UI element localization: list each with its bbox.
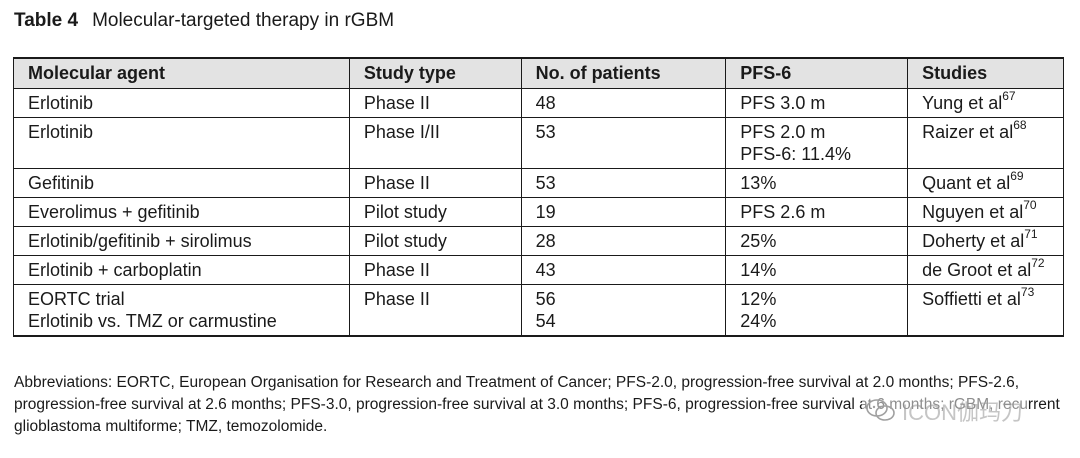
cell-patients: 53 [520,117,727,169]
cell-molecular-agent-line: Erlotinib + carboplatin [28,260,202,280]
cell-patients-line: 43 [535,260,556,280]
study-author: Nguyen et al [922,202,1024,222]
study-author: Soffietti et al [922,289,1021,309]
study-author: Quant et al [922,173,1011,193]
header-studies: Studies [907,58,1064,89]
table-row: Erlotinib/gefitinib + sirolimus Pilot stu… [13,226,1064,256]
table-row: EORTC trial Erlotinib vs. TMZ or carmusti… [13,284,1064,336]
cell-pfs6-line: 12% [740,289,777,309]
watermark: ICON伽玛刀 [862,396,1028,426]
cell-molecular-agent: Erlotinib/gefitinib + sirolimus [13,226,350,256]
cell-studies: Yung et al67 [907,88,1064,118]
header-pfs6: PFS-6 [725,58,909,89]
cell-molecular-agent: Erlotinib + carboplatin [13,255,350,285]
cell-pfs6: 14% [725,255,909,285]
cell-pfs6: PFS 2.0 m PFS-6: 11.4% [725,117,909,169]
cell-pfs6-line: 25% [740,231,777,251]
cell-molecular-agent: Erlotinib [13,88,350,118]
cell-pfs6-line: 13% [740,173,777,193]
cell-pfs6-line: PFS 3.0 m [740,93,826,113]
cell-patients: 48 [520,88,727,118]
table-title: Molecular-targeted therapy in rGBM [92,10,395,31]
cell-study-type: Phase II [348,284,522,336]
wechat-icon [866,399,895,421]
abbreviations-footnote: Abbreviations: EORTC, European Organisat… [14,374,1060,435]
cell-studies: Quant et al69 [907,168,1064,198]
reference-number: 73 [1020,285,1035,299]
cell-molecular-agent-line: EORTC trial [28,289,125,309]
cell-pfs6-line: PFS 2.6 m [740,202,826,222]
cell-study-type: Pilot study [348,226,522,256]
study-author: Doherty et al [922,231,1025,251]
reference-number: 68 [1013,118,1027,132]
cell-pfs6: PFS 3.0 m [725,88,909,118]
reference-number: 71 [1024,227,1038,241]
cell-studies: de Groot et al72 [907,255,1064,285]
cell-molecular-agent-line: Erlotinib [28,93,94,113]
cell-pfs6-line: 14% [740,260,777,280]
cell-molecular-agent: EORTC trial Erlotinib vs. TMZ or carmusti… [13,284,350,336]
cell-pfs6: 13% [725,168,909,198]
cell-patients-line: 56 [535,289,556,309]
cell-study-type: Phase II [348,255,522,285]
table-row: Erlotinib + carboplatin Phase II 43 14% de G… [13,255,1064,285]
reference-number: 72 [1031,256,1045,270]
reference-number: 67 [1002,89,1016,103]
cell-patients-line: 28 [535,231,556,251]
cell-pfs6-line: PFS 2.0 m [740,122,826,142]
cell-molecular-agent-line: Gefitinib [28,173,95,193]
cell-pfs6: 25% [725,226,909,256]
study-author: de Groot et al [922,260,1032,280]
cell-pfs6: 12% 24% [725,284,909,336]
cell-molecular-agent-line: Erlotinib vs. TMZ or carmustine [28,311,277,331]
table-label: Table 4 [14,10,79,31]
cell-molecular-agent: Gefitinib [13,168,350,198]
cell-patients: 53 [520,168,727,198]
cell-molecular-agent: Everolimus + gefitinib [13,197,350,227]
cell-pfs6-line: PFS-6: 11.4% [740,144,852,164]
cell-study-type: Phase II [348,88,522,118]
cell-patients-line: 53 [535,122,556,142]
study-author: Raizer et al [922,122,1014,142]
watermark-text: ICON伽玛刀 [902,400,1024,425]
cell-patients-line: 48 [535,93,556,113]
cell-molecular-agent-line: Erlotinib/gefitinib + sirolimus [28,231,252,251]
table-row: Erlotinib Phase II 48 PFS 3.0 m Yung et al67 [13,88,1064,118]
cell-patients: 43 [520,255,727,285]
table-row: Gefitinib Phase II 53 13% Quant et al69 [13,168,1064,198]
cell-patients-line: 54 [535,311,556,331]
reference-number: 69 [1010,169,1024,183]
header-molecular-agent: Molecular agent [13,58,350,89]
study-author: Yung et al [922,93,1003,113]
reference-number: 70 [1023,198,1037,212]
cell-patients: 56 54 [520,284,727,336]
cell-molecular-agent-line: Everolimus + gefitinib [28,202,200,222]
cell-studies: Doherty et al71 [907,226,1064,256]
table-body: Erlotinib Phase II 48 PFS 3.0 m Yung et al67… [13,88,1064,336]
header-study-type: Study type [348,58,522,89]
cell-molecular-agent: Erlotinib [13,117,350,169]
cell-study-type: Pilot study [348,197,522,227]
cell-studies: Nguyen et al70 [907,197,1064,227]
cell-studies: Soffietti et al73 [907,284,1064,336]
cell-study-type: Phase I/II [348,117,522,169]
cell-patients-line: 19 [535,202,556,222]
table-caption: Table 4 Molecular-targeted therapy in rGB… [14,10,394,32]
header-patients: No. of patients [520,58,727,89]
cell-pfs6: PFS 2.6 m [725,197,909,227]
table-row: Erlotinib Phase I/II 53 PFS 2.0 m PFS-6: 11.… [13,117,1064,169]
cell-studies: Raizer et al68 [907,117,1064,169]
cell-patients-line: 53 [535,173,556,193]
table-row: Everolimus + gefitinib Pilot study 19 PFS 2… [13,197,1064,227]
cell-pfs6-line: 24% [740,311,777,331]
cell-molecular-agent-line: Erlotinib [28,122,94,142]
cell-study-type: Phase II [348,168,522,198]
cell-patients: 28 [520,226,727,256]
cell-patients: 19 [520,197,727,227]
table-header-row: Molecular agent Study type No. of patien… [13,58,1064,89]
therapy-table: Molecular agent Study type No. of patien… [13,57,1064,337]
